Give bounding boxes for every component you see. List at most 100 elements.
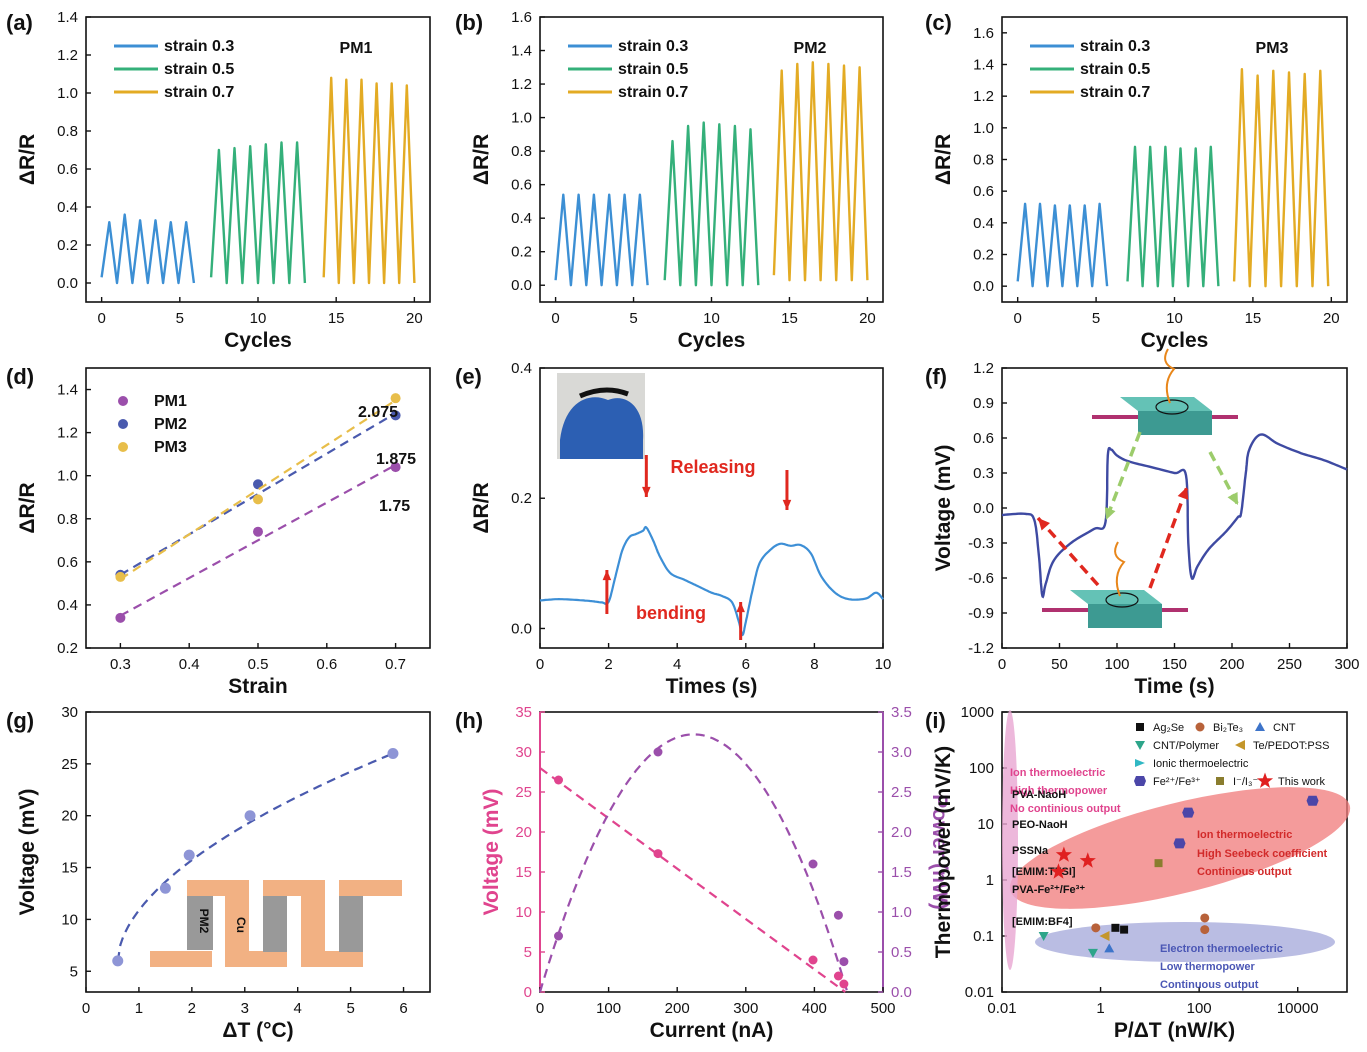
marker-te-pedot xyxy=(1099,931,1110,941)
slope-label: 1.875 xyxy=(376,451,416,468)
y-tick-label: 0.2 xyxy=(57,237,78,254)
panel-h: (h) 0 100 200 300 400 500 0 5 10 15 20 25 30 35 0.0 0.5 1… xyxy=(455,704,951,1042)
x-tick-label: 0 xyxy=(97,310,105,327)
y-tick-label: 0.4 xyxy=(57,199,78,216)
series-line xyxy=(772,61,869,282)
data-point xyxy=(390,410,401,421)
fit-line xyxy=(119,412,397,576)
region-label: High Seebeck coefficient xyxy=(1197,848,1328,860)
marker-bi2te3 xyxy=(1200,913,1210,923)
x-tick-label: 0.6 xyxy=(316,656,337,673)
data-point xyxy=(390,462,401,473)
panel-i: (i) 0.01 1 100 10000 0.01 0.1 1 10 100 1000 P/ΔT (n… xyxy=(925,704,1351,1042)
legend-label: Ag₂Se xyxy=(1153,722,1184,734)
slope-label: 2.075 xyxy=(358,404,398,421)
y-tick-label-right: 3.0 xyxy=(891,744,912,761)
y-tick-label: 0.6 xyxy=(511,177,532,194)
arrow-to-min-2-head xyxy=(1177,487,1189,500)
marker-bi2te3 xyxy=(1200,925,1210,935)
region-label: High thermopower xyxy=(1010,785,1108,797)
y-tick-label: 25 xyxy=(61,756,78,773)
x-tick-label: 10000 xyxy=(1277,1000,1319,1017)
marker-ionic xyxy=(1135,759,1145,767)
y-tick-label: 30 xyxy=(61,704,78,721)
y-tick-label: -0.3 xyxy=(968,535,994,552)
data-point xyxy=(253,526,263,537)
panel-label: (h) xyxy=(455,708,483,733)
x-axis-label: ΔT (°C) xyxy=(222,1019,293,1042)
marker-this-work xyxy=(1055,846,1072,862)
x-axis-label: Time (s) xyxy=(1134,675,1214,698)
legend-marker xyxy=(118,442,128,452)
y-tick-label: 1.4 xyxy=(57,9,78,26)
cu-segment xyxy=(225,951,287,967)
legend-label: I⁻/I₃⁻ xyxy=(1233,776,1258,788)
region-label: Continious output xyxy=(1197,866,1292,878)
x-tick-label: 100 xyxy=(596,1000,621,1017)
marker-bi2te3 xyxy=(1091,923,1101,933)
y-tick-label: 5 xyxy=(524,944,532,961)
series-line xyxy=(1001,433,1348,599)
y-tick-label: 0.8 xyxy=(57,511,78,528)
data-point xyxy=(112,955,124,967)
y-tick-label: 0.4 xyxy=(57,597,78,614)
panel-d: (d) 0.3 0.4 0.5 0.6 0.7 0.2 0.4 0.6 0.8 1.0 1.2 1.4 S… xyxy=(6,364,431,698)
y-tick-label: 0.9 xyxy=(973,395,994,412)
x-tick-label: 10 xyxy=(703,310,720,327)
x-tick-label: 8 xyxy=(810,656,818,673)
x-tick-label: 2 xyxy=(188,1000,196,1017)
panel-annotation: PM2 xyxy=(794,40,827,57)
arrow-to-min-1-head xyxy=(1038,518,1051,531)
y-tick-label: 0.0 xyxy=(511,620,532,637)
x-tick-label: 20 xyxy=(859,310,876,327)
marker-te-pedot xyxy=(1235,740,1245,750)
x-tick-label: 0 xyxy=(1014,310,1022,327)
y-tick-label: 0.6 xyxy=(973,430,994,447)
panel-b: (b) 0 5 10 15 20 0.0 0.2 0.4 0.6 0.8 1.0 1.2 1.4 1.6 Cy… xyxy=(455,9,884,352)
x-axis-label: Times (s) xyxy=(666,675,758,698)
y-tick-label: 0.6 xyxy=(973,183,994,200)
bend-arrow-2-head xyxy=(736,602,745,613)
voltage-point xyxy=(808,955,818,965)
legend-label: Ionic thermoelectric xyxy=(1153,758,1249,770)
x-tick-label: 50 xyxy=(1051,656,1068,673)
inset-photo xyxy=(557,373,645,459)
y-tick-label: 0.2 xyxy=(57,640,78,657)
x-tick-label: 0.01 xyxy=(987,1000,1016,1017)
x-axis-label: Cycles xyxy=(678,329,746,352)
x-tick-label: 5 xyxy=(1092,310,1100,327)
cu-segment xyxy=(339,880,402,896)
bend-arrow-1-head xyxy=(602,570,612,581)
x-tick-label: 0 xyxy=(998,656,1006,673)
y-tick-label: 0.1 xyxy=(973,928,994,945)
data-point xyxy=(253,494,263,505)
y-tick-label: 0.3 xyxy=(973,465,994,482)
plot-frame xyxy=(539,367,884,649)
panel-label: (f) xyxy=(925,364,947,389)
marker-iodide xyxy=(1154,859,1163,868)
y-tick-label-right: 1.0 xyxy=(891,904,912,921)
legend-label: CNT xyxy=(1273,722,1296,734)
x-tick-label: 15 xyxy=(328,310,345,327)
y-axis-label: Voltage (mV) xyxy=(932,445,955,572)
legend-label: PM1 xyxy=(154,393,187,410)
x-tick-label: 15 xyxy=(1245,310,1262,327)
marker-cnt xyxy=(1104,943,1115,953)
device-top xyxy=(1070,590,1162,604)
panel-c: (c) 0 5 10 15 20 0.0 0.2 0.4 0.6 0.8 1.0 1.2 1.4 1.6 Cy… xyxy=(925,10,1348,352)
power-fit xyxy=(538,733,849,993)
voltage-point xyxy=(839,979,849,989)
legend-label: strain 0.3 xyxy=(164,38,234,55)
x-tick-label: 10 xyxy=(875,656,892,673)
x-tick-label: 10 xyxy=(1166,310,1183,327)
panel-a: (a) 0 5 10 15 20 0.0 0.2 0.4 0.6 0.8 1.0 1.2 1.4 Cycle… xyxy=(6,9,431,352)
y-tick-label-right: 0.0 xyxy=(891,984,912,1001)
heat-ring xyxy=(1105,592,1139,608)
y-axis-label: ΔR/R xyxy=(16,134,39,185)
y-tick-label-right: 0.5 xyxy=(891,944,912,961)
y-tick-label: 10 xyxy=(61,911,78,928)
marker-this-work xyxy=(1256,772,1274,788)
x-tick-label: 0 xyxy=(536,656,544,673)
panel-g: (g) 0 1 2 3 4 5 6 5 10 15 20 25 30 ΔT (°C) Voltage (mV)… xyxy=(6,704,431,1042)
